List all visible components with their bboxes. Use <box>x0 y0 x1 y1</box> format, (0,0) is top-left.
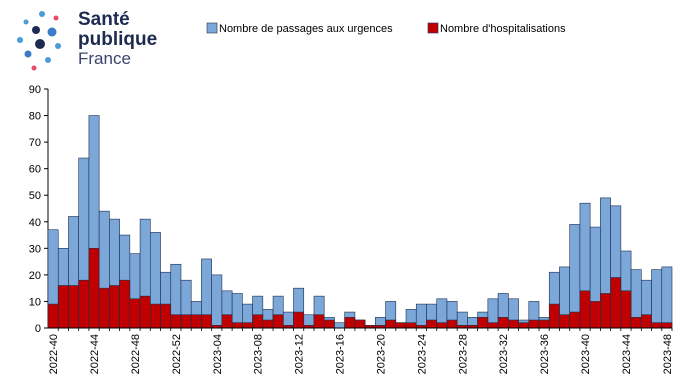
bar-hospitalisations-2023-43 <box>610 277 622 329</box>
bar-hospitalisations-2023-26 <box>436 322 448 329</box>
bar-hospitalisations-2022-48 <box>129 298 141 329</box>
plot-area: 0 10 20 30 40 50 60 70 80 90 2022-40 2022-44 2022-48… <box>29 84 674 374</box>
y-tick-label-70: 70 <box>29 137 41 149</box>
bar-hospitalisations-2022-46 <box>109 285 120 329</box>
bar-hospitalisations-2022-42 <box>68 285 79 329</box>
bar-hospitalisations-2023-15 <box>323 319 335 329</box>
bar-hospitalisations-2023-38 <box>559 314 571 329</box>
legend: Nombre de passages aux urgences Nombre d… <box>206 22 566 35</box>
bar-hospitalisations-2023-45 <box>630 317 642 329</box>
bar-hospitalisations-2023-14 <box>313 314 325 329</box>
bar-hospitalisations-2023-22 <box>395 322 407 329</box>
x-tick-label-2022-48: 2022-48 <box>130 334 142 374</box>
bar-hospitalisations-2022-41 <box>57 285 69 329</box>
bar-hospitalisations-2022-40 <box>47 303 59 329</box>
bar-hospitalisations-2023-42 <box>600 293 611 329</box>
bar-hospitalisations-2023-31 <box>487 322 499 329</box>
bar-hospitalisations-2023-32 <box>497 317 509 329</box>
x-tick-label-2023-20: 2023-20 <box>375 334 387 374</box>
bar-urgences-2023-16 <box>334 322 345 329</box>
x-tick-label-2022-52: 2022-52 <box>171 334 183 374</box>
bar-hospitalisations-2023-44 <box>620 290 632 329</box>
bar-hospitalisations-2023-37 <box>548 303 560 329</box>
bar-hospitalisations-2022-49 <box>139 295 151 329</box>
bar-hospitalisations-2023-40 <box>579 290 591 329</box>
y-tick-label-40: 40 <box>29 217 41 229</box>
legend-swatch-urgences <box>206 22 218 34</box>
x-tick-label-2022-40: 2022-40 <box>48 334 60 374</box>
bar-hospitalisations-2023-02 <box>190 314 202 329</box>
bar-hospitalisations-2023-48 <box>661 322 673 329</box>
logo-dots-icon <box>17 11 61 71</box>
x-tick-label-2023-12: 2023-12 <box>294 334 306 374</box>
bar-hospitalisations-2023-36 <box>538 319 550 329</box>
bar-urgences-2023-24 <box>415 303 427 329</box>
x-tick-label-2023-48: 2023-48 <box>662 334 674 374</box>
x-tick-label-2022-44: 2022-44 <box>89 334 101 374</box>
bar-urgences-2023-48 <box>661 266 673 329</box>
bar-hospitalisations-2023-09 <box>262 319 274 329</box>
y-tick-label-50: 50 <box>29 190 41 202</box>
y-tick-label-80: 80 <box>29 111 41 123</box>
x-tick-label-2023-44: 2023-44 <box>621 334 633 374</box>
x-tick-label-2023-28: 2023-28 <box>457 334 469 374</box>
bar-hospitalisations-2022-43 <box>78 279 90 329</box>
bar-urgences-2023-47 <box>651 269 663 329</box>
bar-hospitalisations-2023-17 <box>344 317 356 329</box>
y-tick-label-10: 10 <box>29 296 41 308</box>
santepubliquefrance-logo: Santé publique France <box>12 6 157 78</box>
bar-hospitalisations-2022-52 <box>170 314 182 329</box>
bar-hospitalisations-2023-41 <box>589 301 601 329</box>
bar-hospitalisations-2023-12 <box>293 311 305 329</box>
bar-hospitalisations-2023-03 <box>201 314 212 329</box>
bar-hospitalisations-2023-08 <box>252 314 264 329</box>
x-tick-label-2023-08: 2023-08 <box>253 334 265 374</box>
bar-hospitalisations-2022-44 <box>88 248 100 329</box>
bar-hospitalisations-2023-01 <box>180 314 192 329</box>
x-tick-label-2023-40: 2023-40 <box>580 334 592 374</box>
y-tick-label-0: 0 <box>35 323 41 335</box>
logo-text-line2: publique <box>78 29 158 50</box>
x-tick-label-2023-16: 2023-16 <box>335 334 347 374</box>
bar-hospitalisations-2022-51 <box>160 303 172 329</box>
bar-hospitalisations-2023-05 <box>221 314 233 329</box>
bar-hospitalisations-2023-35 <box>528 319 540 329</box>
bar-urgences-2023-04 <box>211 274 223 329</box>
bar-hospitalisations-2023-46 <box>641 314 652 329</box>
bar-hospitalisations-2022-47 <box>119 279 131 329</box>
y-tick-label-30: 30 <box>29 243 41 255</box>
bar-hospitalisations-2023-39 <box>569 311 581 329</box>
x-tick-label-2023-04: 2023-04 <box>212 334 224 374</box>
bar-hospitalisations-2023-47 <box>651 322 663 329</box>
bar-hospitalisations-2023-27 <box>446 319 458 329</box>
x-tick-label-2023-36: 2023-36 <box>539 334 551 374</box>
legend-label-hospitalisations: Nombre d'hospitalisations <box>440 23 566 35</box>
bar-hospitalisations-2023-06 <box>231 322 243 329</box>
bar-hospitalisations-2023-34 <box>518 322 530 329</box>
legend-swatch-hospitalisations <box>427 22 439 34</box>
bar-hospitalisations-2023-30 <box>477 317 489 329</box>
y-tick-label-20: 20 <box>29 270 41 282</box>
bar-hospitalisations-2023-23 <box>405 322 417 329</box>
y-tick-label-60: 60 <box>29 164 41 176</box>
bar-hospitalisations-2023-18 <box>354 319 366 329</box>
bar-hospitalisations-2023-07 <box>242 322 253 329</box>
logo-text-line3: France <box>78 49 131 68</box>
bar-hospitalisations-2022-45 <box>98 287 110 329</box>
bar-hospitalisations-2023-21 <box>385 319 397 329</box>
bar-hospitalisations-2023-25 <box>426 319 438 329</box>
bar-hospitalisations-2023-10 <box>272 314 284 329</box>
legend-label-urgences: Nombre de passages aux urgences <box>219 23 393 35</box>
logo-text-line1: Santé <box>78 9 130 30</box>
x-tick-label-2023-32: 2023-32 <box>498 334 510 374</box>
bar-hospitalisations-2023-33 <box>508 319 519 329</box>
y-tick-label-90: 90 <box>29 84 41 96</box>
bar-hospitalisations-2022-50 <box>150 303 161 329</box>
x-tick-label-2023-24: 2023-24 <box>416 334 428 374</box>
